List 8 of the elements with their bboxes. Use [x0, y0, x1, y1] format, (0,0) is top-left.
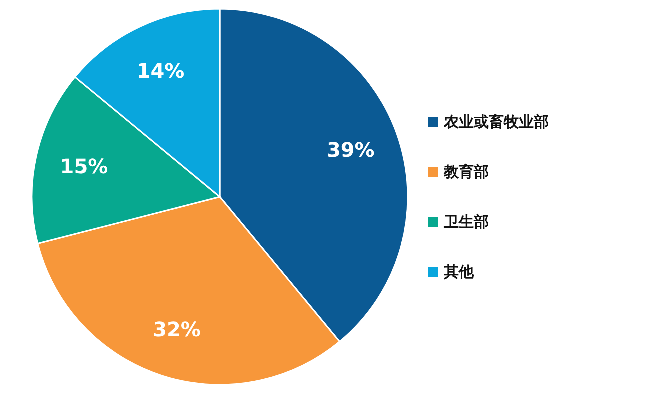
data-label: 32% [153, 317, 201, 342]
legend-label: 其他 [443, 263, 475, 281]
data-label: 14% [136, 59, 185, 84]
legend-label: 卫生部 [443, 213, 489, 231]
legend-label: 教育部 [443, 163, 489, 181]
data-label: 15% [60, 154, 108, 179]
legend-label: 农业或畜牧业部 [443, 113, 549, 131]
data-label: 39% [326, 138, 375, 162]
